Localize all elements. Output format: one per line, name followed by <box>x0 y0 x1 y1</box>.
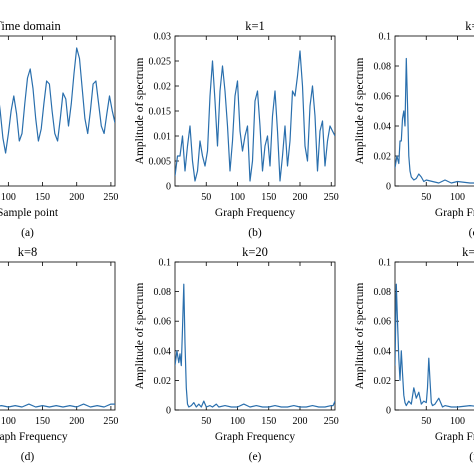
panel-f: 5010015020025000.020.040.060.080.1k=50Gr… <box>354 245 474 463</box>
y-tick-label: 0.1 <box>379 258 392 269</box>
plot-frame <box>394 35 474 187</box>
y-tick-label: 0.04 <box>374 346 392 357</box>
panel-d: 50100150200250k=8Graph FrequencyAmplitud… <box>0 245 118 463</box>
x-axis-label: Graph Frequency <box>0 431 68 443</box>
y-tick-label: 0.01 <box>154 132 172 143</box>
panel-caption: (d) <box>21 451 35 463</box>
x-tick-label: 150 <box>35 192 50 203</box>
panel-caption: (f) <box>469 451 474 463</box>
x-tick-label: 100 <box>1 416 16 427</box>
panel-c: 5010015020025000.020.040.060.080.1k=4Gra… <box>354 19 474 239</box>
series-line <box>395 57 474 184</box>
panel-e: 50 100 150 200 250 0 0.02 0.04 0.06 0.08 0.1 k=20 Gr… <box>134 245 339 463</box>
x-tick-label: 150 <box>261 416 276 427</box>
panel-b: 50 100 150 200 250 0 0.005 0.01 0.015 0.02 0.025 0.… <box>134 19 339 239</box>
y-tick-label: 0 <box>386 406 391 417</box>
panel-caption: (e) <box>249 451 262 463</box>
y-tick-label: 0.08 <box>154 287 172 298</box>
series-line <box>0 403 115 408</box>
x-tick-label: 250 <box>103 416 118 427</box>
y-tick-label: 0.06 <box>374 92 392 103</box>
y-tick-label: 0 <box>166 406 171 417</box>
plot-frame <box>174 261 336 411</box>
y-tick-label: 0.1 <box>159 258 172 269</box>
chart-title: k=50 <box>462 245 474 259</box>
series-line <box>175 283 335 408</box>
y-axis-label: Amplitude of spectrum <box>134 58 146 165</box>
y-tick-label: 0.015 <box>149 107 172 118</box>
y-axis-label: Amplitude of spectrum <box>354 58 366 165</box>
y-tick-label: 0.06 <box>374 317 392 328</box>
panel-caption: (a) <box>21 227 34 239</box>
y-tick-label: 0.02 <box>374 152 392 163</box>
y-tick-label: 0.06 <box>154 317 172 328</box>
x-tick-label: 50 <box>201 416 211 427</box>
series-line <box>175 50 335 182</box>
y-tick-label: 0 <box>166 182 171 193</box>
x-axis-label: Sample point <box>0 207 59 219</box>
x-tick-label: 100 <box>450 192 465 203</box>
x-tick-label: 200 <box>69 416 84 427</box>
chart-title: k=4 <box>465 19 474 33</box>
x-tick-label: 50 <box>421 192 431 203</box>
panel-a: 100 150 200 250 Time domain Sample point (a) <box>0 19 118 239</box>
y-tick-label: 0.1 <box>379 32 392 43</box>
x-axis-label: Graph Frequency <box>215 207 295 219</box>
panel-caption: (b) <box>248 227 262 239</box>
x-tick-label: 200 <box>69 192 84 203</box>
y-tick-label: 0.02 <box>154 376 172 387</box>
series-line <box>395 283 474 408</box>
y-tick-label: 0.04 <box>374 122 392 133</box>
x-tick-label: 100 <box>450 416 465 427</box>
series-line <box>0 47 115 154</box>
y-axis-label: Amplitude of spectrum <box>134 283 146 390</box>
x-tick-label: 100 <box>230 416 245 427</box>
x-axis-label: Graph Frequency <box>215 431 295 443</box>
chart-title: k=1 <box>245 19 265 33</box>
y-tick-label: 0.08 <box>374 287 392 298</box>
x-tick-label: 200 <box>293 416 308 427</box>
y-tick-label: 0.03 <box>154 32 172 43</box>
x-tick-label: 250 <box>324 192 339 203</box>
y-tick-label: 0.02 <box>154 82 172 93</box>
y-tick-label: 0.02 <box>374 376 392 387</box>
x-tick-label: 50 <box>201 192 211 203</box>
y-axis-label: Amplitude of spectrum <box>354 283 366 390</box>
x-axis-label: Graph Frequency <box>435 207 474 219</box>
y-tick-label: 0.04 <box>154 346 172 357</box>
y-tick-label: 0 <box>386 182 391 193</box>
plot-frame <box>394 261 474 411</box>
x-tick-label: 50 <box>421 416 431 427</box>
x-tick-label: 250 <box>324 416 339 427</box>
y-tick-label: 0.025 <box>149 57 172 68</box>
chart-title: k=20 <box>242 245 268 259</box>
y-tick-label: 0.005 <box>149 157 172 168</box>
y-tick-label: 0.08 <box>374 62 392 73</box>
plot-frame <box>0 35 116 187</box>
x-tick-label: 150 <box>35 416 50 427</box>
chart-title: k=8 <box>18 245 38 259</box>
x-tick-label: 150 <box>261 192 276 203</box>
x-tick-label: 100 <box>230 192 245 203</box>
x-tick-label: 200 <box>293 192 308 203</box>
chart-title: Time domain <box>0 19 62 33</box>
x-tick-label: 100 <box>1 192 16 203</box>
x-axis-label: Graph Frequency <box>435 431 474 443</box>
panel-caption: (c) <box>469 227 474 239</box>
x-tick-label: 250 <box>103 192 118 203</box>
plot-frame <box>0 261 116 411</box>
